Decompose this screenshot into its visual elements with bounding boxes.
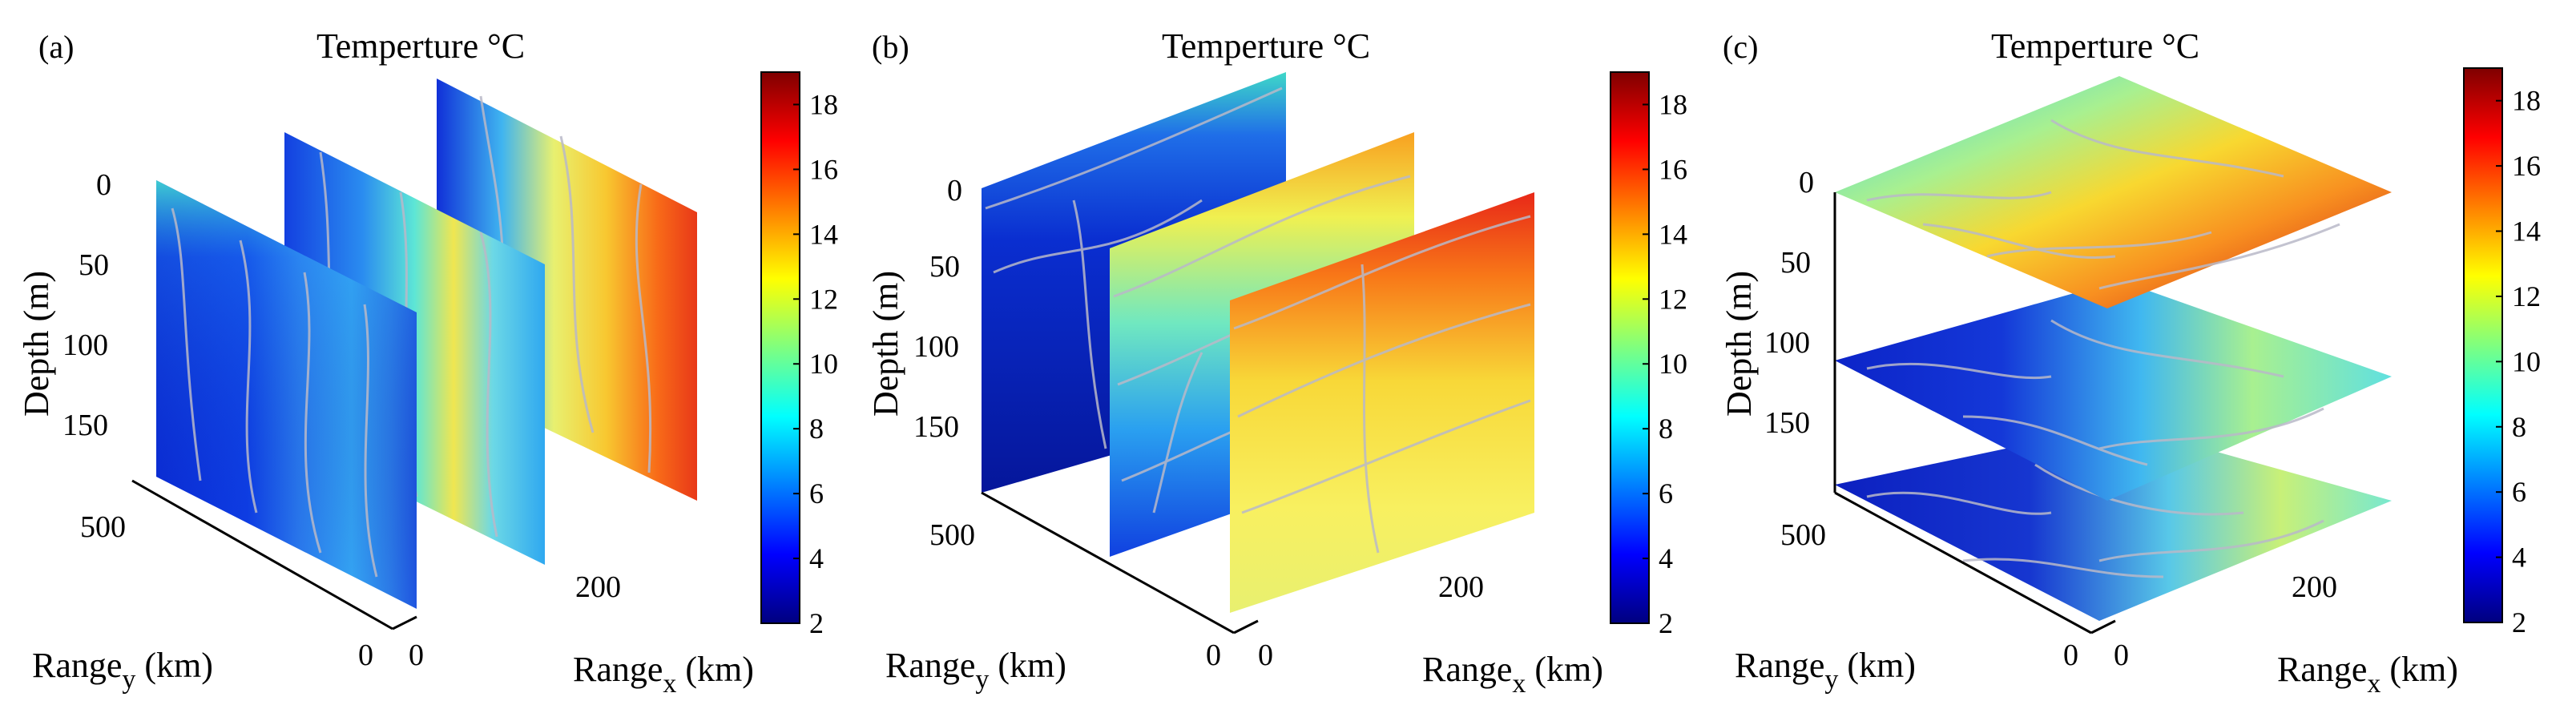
- panel-b-rangey-label: Rangey (km): [885, 646, 1066, 695]
- colorbar-tick-label: 18: [809, 88, 838, 120]
- panel-a-depth-tick-0: 0: [96, 168, 111, 202]
- panel-c-label: (c): [1723, 29, 1758, 65]
- panel-b-y-tick-500: 500: [929, 518, 975, 552]
- panel-c-colorbar: 2 4 6 8 10 12 14 16 18: [2463, 67, 2541, 638]
- colorbar-tick-label: 4: [809, 542, 824, 574]
- panel-c-rangey-label: Rangey (km): [1735, 646, 1916, 695]
- panel-a-depth-label: Depth (m): [17, 271, 56, 417]
- panel-a: (a) Temperture °C 0 50 100 150 Depth (m)…: [17, 26, 838, 699]
- panel-b: (b) Temperture °C 0 50 100 150 Depth (m)…: [866, 26, 1687, 699]
- panel-c-depth-tick-150: 150: [1764, 406, 1810, 440]
- panel-c-y-tick-500: 500: [1780, 518, 1826, 552]
- colorbar-tick-label: 4: [1659, 542, 1673, 574]
- panel-c: (c) Temperture °C 0 50 100 150 Depth (m)…: [1719, 26, 2541, 699]
- panel-c-depth-tick-100: 100: [1764, 326, 1810, 360]
- panel-a-rangex-label: Rangex (km): [573, 650, 754, 699]
- colorbar-tick-label: 8: [809, 413, 824, 445]
- panel-b-depth-tick-100: 100: [913, 330, 959, 364]
- panel-a-depth-tick-100: 100: [62, 328, 108, 362]
- panel-a-x-tick-0: 0: [409, 638, 424, 672]
- panel-b-depth-label: Depth (m): [866, 271, 905, 417]
- panel-a-y-tick-500: 500: [80, 510, 126, 544]
- colorbar-tick-label: 10: [1659, 348, 1687, 380]
- panel-c-top-slice: [1835, 76, 2392, 308]
- colorbar-tick-label: 10: [809, 348, 838, 380]
- panel-b-title: Temperture °C: [1162, 26, 1370, 66]
- panel-c-depth-tick-50: 50: [1780, 246, 1811, 280]
- panel-a-depth-tick-50: 50: [79, 248, 109, 282]
- panel-c-y-tick-0: 0: [2063, 638, 2078, 672]
- panel-c-depth-tick-0: 0: [1799, 166, 1814, 199]
- colorbar-tick-label: 14: [2512, 216, 2541, 248]
- panel-a-x-tick-200: 200: [575, 570, 621, 604]
- colorbar-tick-label: 16: [809, 153, 838, 185]
- panel-b-depth-tick-50: 50: [929, 250, 960, 284]
- colorbar-tick-label: 16: [2512, 150, 2541, 182]
- panel-b-label: (b): [872, 29, 909, 65]
- panel-c-x-tick-0: 0: [2114, 638, 2129, 672]
- colorbar-tick-label: 12: [1659, 283, 1687, 315]
- colorbar-tick-label: 2: [2512, 606, 2526, 638]
- colorbar-tick-label: 10: [2512, 345, 2541, 377]
- colorbar-tick-label: 6: [809, 477, 824, 510]
- colorbar-tick-label: 14: [809, 218, 838, 250]
- colorbar-tick-label: 4: [2512, 542, 2526, 574]
- panel-c-depth-label: Depth (m): [1719, 271, 1759, 417]
- panel-c-title: Temperture °C: [1991, 26, 2199, 66]
- colorbar-gradient: [760, 71, 800, 624]
- colorbar-tick-label: 16: [1659, 153, 1687, 185]
- colorbar-tick-label: 14: [1659, 218, 1687, 250]
- panel-a-colorbar: 2 4 6 8 10 12 14 16 18: [760, 71, 838, 639]
- panel-a-depth-tick-150: 150: [62, 409, 108, 442]
- panel-b-x-tick-200: 200: [1438, 570, 1484, 604]
- panel-b-depth-tick-150: 150: [913, 410, 959, 444]
- colorbar-tick-label: 8: [2512, 411, 2526, 443]
- panel-c-rangex-label: Rangex (km): [2277, 650, 2458, 699]
- colorbar-tick-label: 8: [1659, 413, 1673, 445]
- colorbar-tick-label: 12: [809, 283, 838, 315]
- colorbar-tick-label: 2: [809, 607, 824, 639]
- panel-a-label: (a): [38, 29, 74, 65]
- panel-c-mid-slice: [1835, 280, 2392, 501]
- panel-b-front-slice: [1230, 192, 1534, 613]
- colorbar-tick-label: 12: [2512, 280, 2541, 312]
- colorbar-tick-label: 6: [2512, 476, 2526, 508]
- colorbar-tick-label: 2: [1659, 607, 1673, 639]
- panel-a-y-tick-0: 0: [358, 638, 373, 672]
- colorbar-tick-label: 6: [1659, 477, 1673, 510]
- panel-b-depth-tick-0: 0: [947, 174, 962, 207]
- colorbar-tick-label: 18: [1659, 88, 1687, 120]
- panel-a-rangey-label: Rangey (km): [32, 646, 213, 695]
- panel-b-rangex-label: Rangex (km): [1422, 650, 1603, 699]
- panel-a-title: Temperture °C: [316, 26, 525, 66]
- panel-b-colorbar: 2 4 6 8 10 12 14 16 18: [1610, 71, 1687, 639]
- colorbar-gradient: [2463, 67, 2503, 623]
- panel-b-x-tick-0: 0: [1258, 638, 1273, 672]
- panel-c-bottom-slice: [1835, 425, 2392, 621]
- panel-b-y-tick-0: 0: [1206, 638, 1221, 672]
- colorbar-tick-label: 18: [2512, 85, 2541, 117]
- panel-c-x-tick-200: 200: [2292, 570, 2337, 604]
- colorbar-gradient: [1610, 71, 1650, 624]
